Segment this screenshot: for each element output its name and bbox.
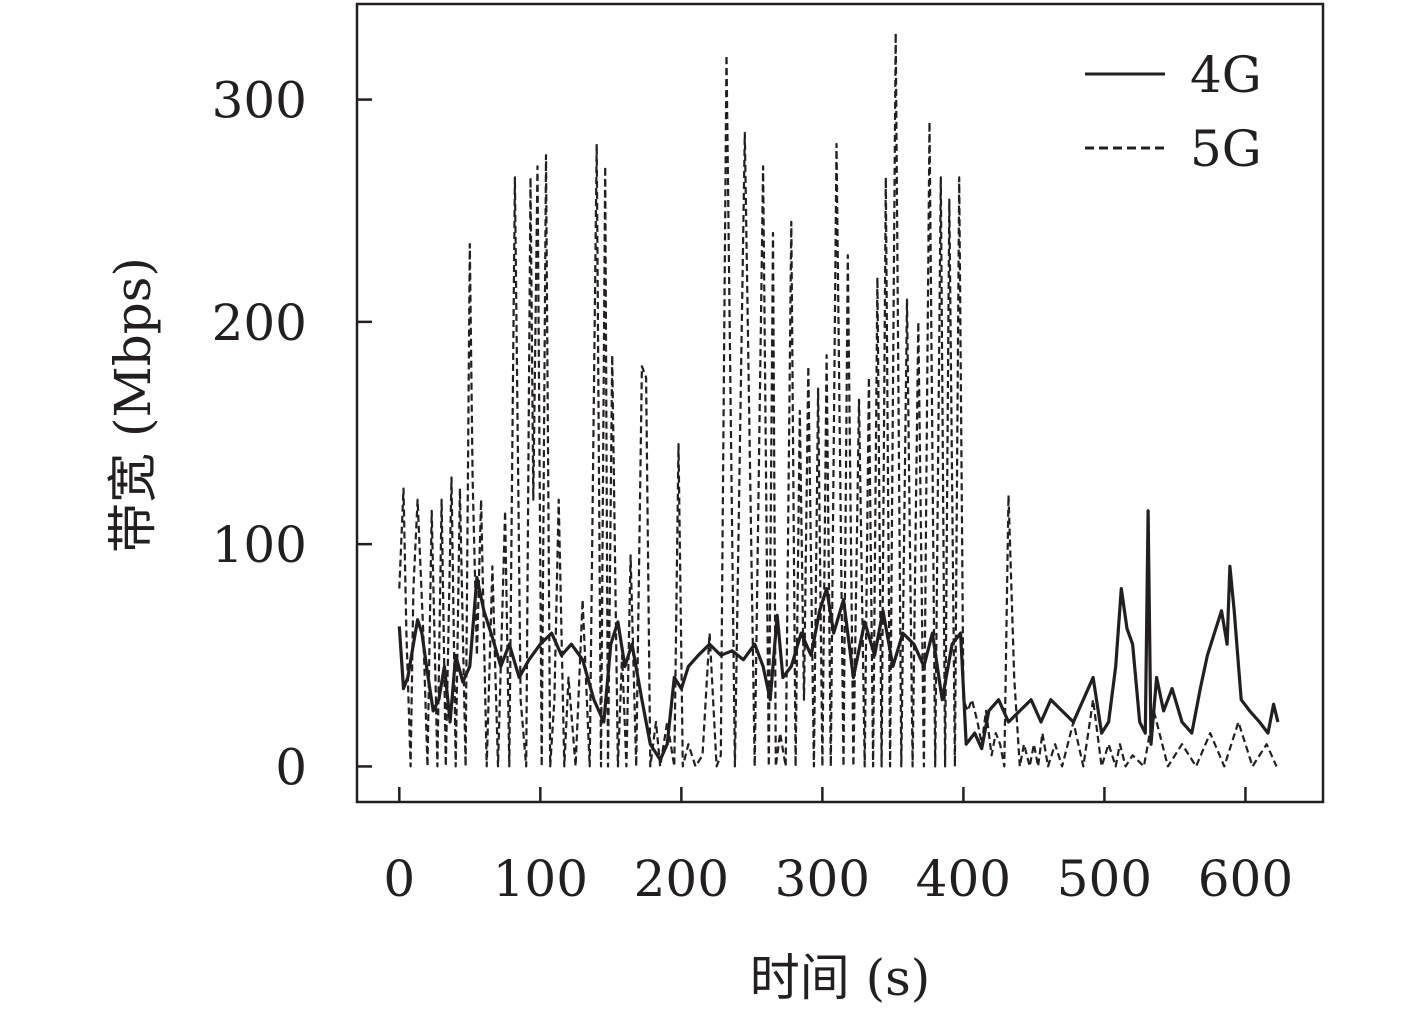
series-line-5g <box>398 31 1278 768</box>
y-axis-label: 带宽 (Mbps) <box>104 257 162 553</box>
x-tick-label: 100 <box>493 850 588 908</box>
x-tick-label: 600 <box>1198 850 1293 908</box>
x-tick-label: 200 <box>634 850 729 908</box>
plot-frame <box>355 2 1325 804</box>
series-layer <box>397 31 1280 768</box>
series-line-4g <box>397 509 1280 762</box>
x-tick-label: 500 <box>1057 850 1152 908</box>
x-axis-ticks: 0 100 200 300 400 500 600 <box>383 787 1293 908</box>
y-axis-ticks: 0 100 200 300 <box>212 72 372 796</box>
legend: 4G 5G <box>1085 46 1262 178</box>
legend-label-4g: 4G <box>1190 46 1262 104</box>
x-tick-label: 0 <box>383 850 415 908</box>
y-tick-label: 200 <box>212 294 307 352</box>
y-tick-label: 300 <box>212 72 307 130</box>
y-tick-label: 100 <box>212 516 307 574</box>
x-tick-label: 300 <box>775 850 870 908</box>
legend-label-5g: 5G <box>1190 120 1262 178</box>
x-tick-label: 400 <box>916 850 1011 908</box>
y-tick-label: 0 <box>275 738 307 796</box>
x-axis-label: 时间 (s) <box>750 949 931 1007</box>
